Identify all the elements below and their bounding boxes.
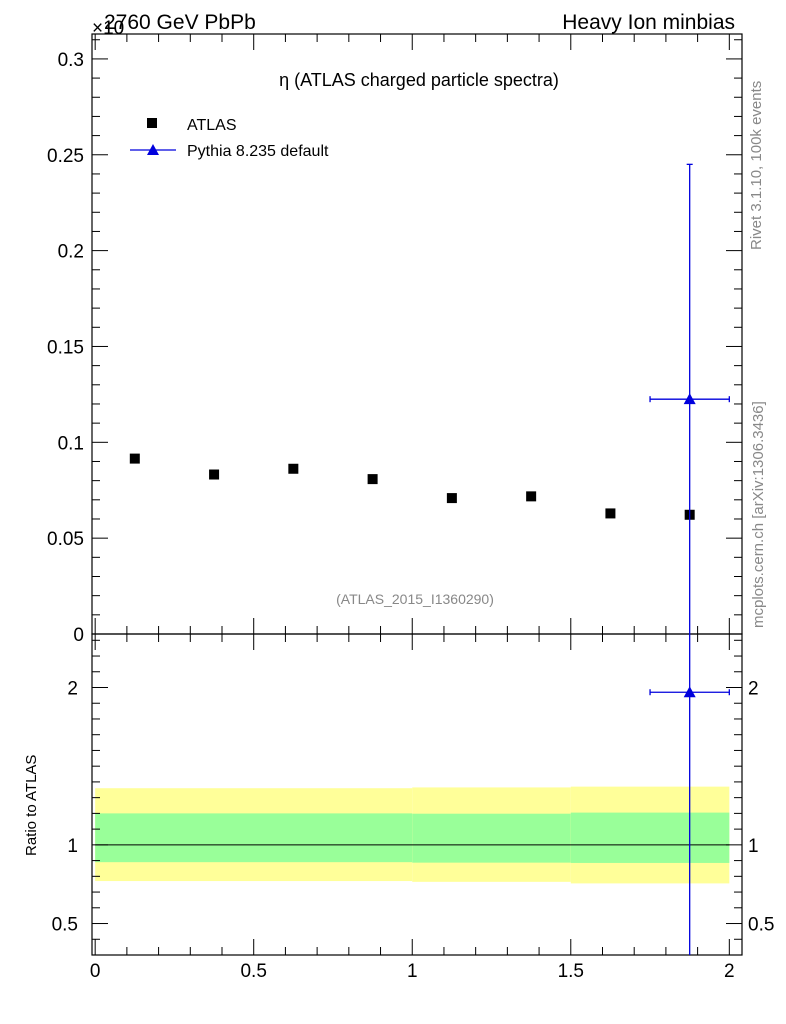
ratio-y-tick-label: 0.5 [52,915,78,936]
y-tick-label: 0.25 [47,146,84,167]
ratio-ylabel: Ratio to ATLAS [23,755,40,856]
rivet-label: Rivet 3.1.10, 100k events [748,81,765,250]
y-tick-label: 0 [73,625,84,646]
mcplots-label: mcplots.cern.ch [arXiv:1306.3436] [750,401,767,628]
x-tick-label: 0 [90,961,101,982]
ratio-y-tick-label: 1 [67,836,78,857]
ratio-frame [91,633,743,956]
ratio-y-tick-label-right: 0.5 [748,915,774,936]
atlas-data-point [526,491,537,502]
atlas-data-point [288,463,299,474]
header-left: 2760 GeV PbPb [104,11,256,34]
watermark: (ATLAS_2015_I1360290) [336,591,494,607]
legend-pythia-label: Pythia 8.235 default [187,143,329,160]
y-tick-label: 0.1 [58,433,84,454]
axes: 0 0.5 1 1.5 2 0 0.05 0.1 0.15 0.2 0.25 0.3 0.5 0.5 1 1 2… [47,33,774,982]
atlas-data-point [605,508,616,519]
ratio-band-green [570,812,730,863]
pythia-data-point [683,393,696,405]
ratio-band-green [95,813,413,863]
y-tick-label: 0.3 [58,50,84,71]
y-multiplier: ×10 [92,18,124,39]
chart-title: η (ATLAS charged particle spectra) [279,70,559,90]
legend-pythia-marker [147,144,159,155]
data-marks [129,163,730,955]
legend-atlas-marker [147,118,157,128]
legend: ATLAS Pythia 8.235 default [130,117,329,160]
x-tick-label: 1.5 [558,961,584,982]
ratio-band-green [412,813,571,863]
pythia-ratio-data-point [683,686,696,698]
y-tick-label: 0.15 [47,337,84,358]
atlas-data-point [367,474,378,485]
ratio-y-tick-label-right: 2 [748,679,759,700]
atlas-data-point [129,453,140,464]
legend-atlas-label: ATLAS [187,117,237,134]
x-tick-label: 0.5 [240,961,266,982]
atlas-data-point [209,469,220,480]
x-tick-label: 2 [724,961,735,982]
atlas-data-point [446,493,457,504]
header-right: Heavy Ion minbias [562,11,735,34]
ratio-y-tick-label-right: 1 [748,836,759,857]
x-tick-label: 1 [407,961,418,982]
ratio-bands [95,786,730,884]
y-tick-label: 0.05 [47,529,84,550]
y-tick-label: 0.2 [58,242,84,263]
ratio-y-tick-label: 2 [67,679,78,700]
